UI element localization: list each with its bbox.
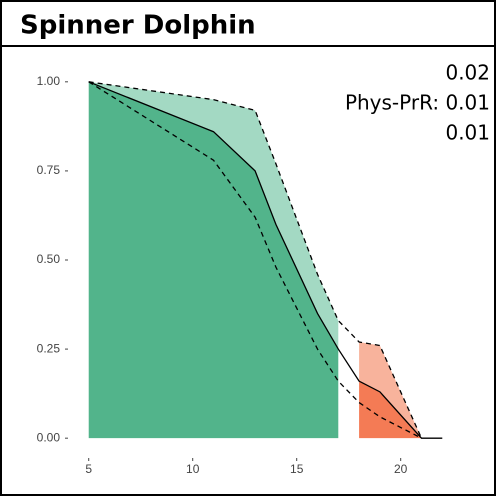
annotation: 0.02 xyxy=(445,61,490,85)
series-line xyxy=(88,81,443,439)
y-tick-label: 0.50 xyxy=(37,252,61,266)
y-tick-label: 0.00 xyxy=(37,430,61,444)
x-tick-label: 20 xyxy=(394,462,408,476)
chart-title: Spinner Dolphin xyxy=(20,11,256,41)
y-tick-label: 0.75 xyxy=(37,163,61,177)
x-tick-label: 5 xyxy=(85,462,92,476)
median-area xyxy=(359,381,422,439)
band-area xyxy=(359,341,422,439)
median-area xyxy=(88,81,339,439)
annotation: Phys-PrR: 0.01 xyxy=(345,91,490,115)
series-line xyxy=(88,81,423,439)
y-tick-label: 1.00 xyxy=(37,74,61,88)
band-area xyxy=(88,81,339,350)
y-tick-label: 0.25 xyxy=(37,341,61,355)
annotation: 0.01 xyxy=(445,121,490,145)
x-tick-label: 15 xyxy=(290,462,304,476)
x-tick-label: 10 xyxy=(186,462,200,476)
series-line xyxy=(88,81,422,439)
